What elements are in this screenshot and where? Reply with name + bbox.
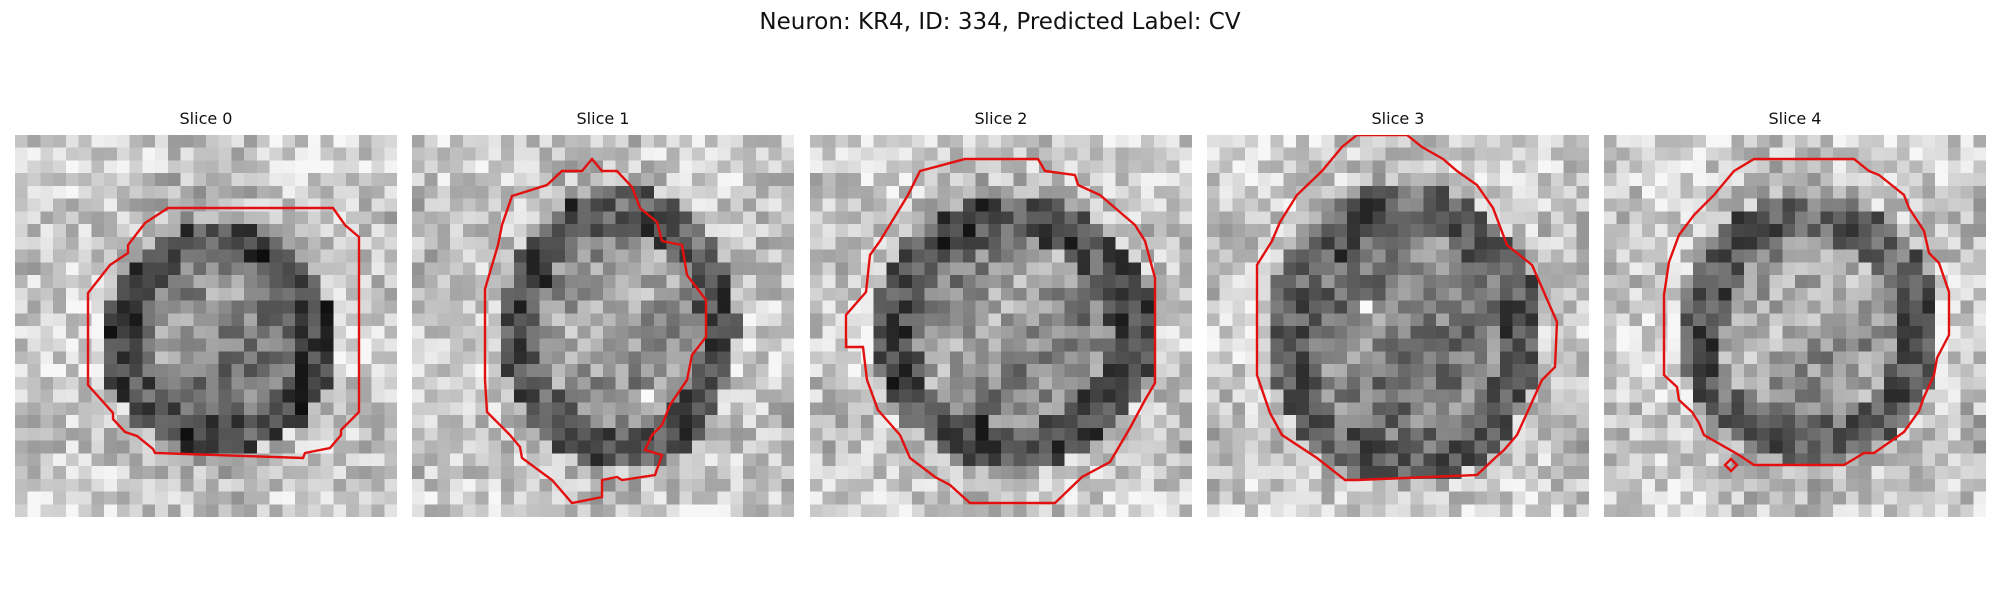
slice-panel-2: Slice 2	[810, 110, 1192, 517]
slice-title-2: Slice 2	[974, 109, 1028, 128]
grayscale-microscopy-image	[1604, 135, 1986, 517]
slice-image-2	[810, 135, 1192, 517]
slice-title-3: Slice 3	[1371, 109, 1425, 128]
slice-panel-3: Slice 3	[1207, 110, 1589, 517]
slice-image-4	[1604, 135, 1986, 517]
slice-title-0: Slice 0	[179, 109, 233, 128]
slice-panel-0: Slice 0	[15, 110, 397, 517]
figure-title: Neuron: KR4, ID: 334, Predicted Label: C…	[759, 9, 1241, 35]
grayscale-microscopy-image	[15, 135, 397, 517]
grayscale-microscopy-image	[1207, 135, 1589, 517]
slice-title-1: Slice 1	[576, 109, 630, 128]
slice-image-0	[15, 135, 397, 517]
slice-title-4: Slice 4	[1768, 109, 1822, 128]
slice-image-3	[1207, 135, 1589, 517]
slice-image-1	[412, 135, 794, 517]
slice-panel-4: Slice 4	[1604, 110, 1986, 517]
slice-panel-1: Slice 1	[412, 110, 794, 517]
grayscale-microscopy-image	[810, 135, 1192, 517]
grayscale-microscopy-image	[412, 135, 794, 517]
